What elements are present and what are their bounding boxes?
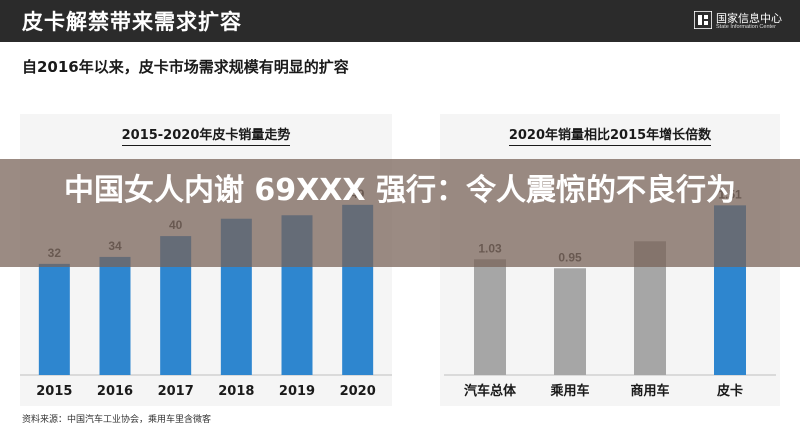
bar-乘用车 bbox=[554, 268, 586, 375]
x-tick-label-商用车: 商用车 bbox=[630, 383, 669, 399]
logo-text-cn: 国家信息中心 bbox=[716, 12, 782, 25]
chart-title-sales-trend: 2015-2020年皮卡销量走势 bbox=[20, 124, 392, 146]
x-tick-label-2019: 2019 bbox=[279, 384, 315, 399]
chart-title-growth-multiple: 2020年销量相比2015年增长倍数 bbox=[440, 124, 780, 146]
logo-icon bbox=[694, 11, 712, 29]
bar-2016 bbox=[99, 256, 131, 375]
logo-text-en: State Information Center bbox=[716, 24, 776, 30]
slide-subtitle: 自2016年以来，皮卡市场需求规模有明显的扩容 bbox=[22, 58, 349, 76]
bar-2015 bbox=[38, 263, 70, 375]
x-tick-label-汽车总体: 汽车总体 bbox=[464, 383, 517, 399]
chart-title-text: 2015-2020年皮卡销量走势 bbox=[121, 124, 291, 146]
x-tick-label-2016: 2016 bbox=[97, 384, 133, 399]
overlay-banner: 中国女人内谢 69XXX 强行：令人震惊的不良行为 bbox=[0, 159, 800, 267]
header-bar: 皮卡解禁带来需求扩容 国家信息中心 State Information Cent… bbox=[0, 0, 800, 42]
header-title: 皮卡解禁带来需求扩容 bbox=[22, 10, 242, 34]
chart-title-text: 2020年销量相比2015年增长倍数 bbox=[508, 124, 712, 146]
x-tick-label-2017: 2017 bbox=[158, 384, 194, 399]
x-tick-label-2015: 2015 bbox=[36, 384, 72, 399]
overlay-headline: 中国女人内谢 69XXX 强行：令人震惊的不良行为 bbox=[63, 173, 737, 208]
bar-汽车总体 bbox=[474, 259, 506, 375]
logo: 国家信息中心 State Information Center bbox=[694, 9, 794, 35]
x-tick-label-2018: 2018 bbox=[218, 384, 254, 399]
source-note: 资料来源：中国汽车工业协会，乘用车里含微客 bbox=[22, 415, 212, 425]
x-tick-label-2020: 2020 bbox=[340, 384, 376, 399]
x-tick-label-乘用车: 乘用车 bbox=[549, 383, 589, 399]
x-tick-label-皮卡: 皮卡 bbox=[716, 383, 743, 399]
